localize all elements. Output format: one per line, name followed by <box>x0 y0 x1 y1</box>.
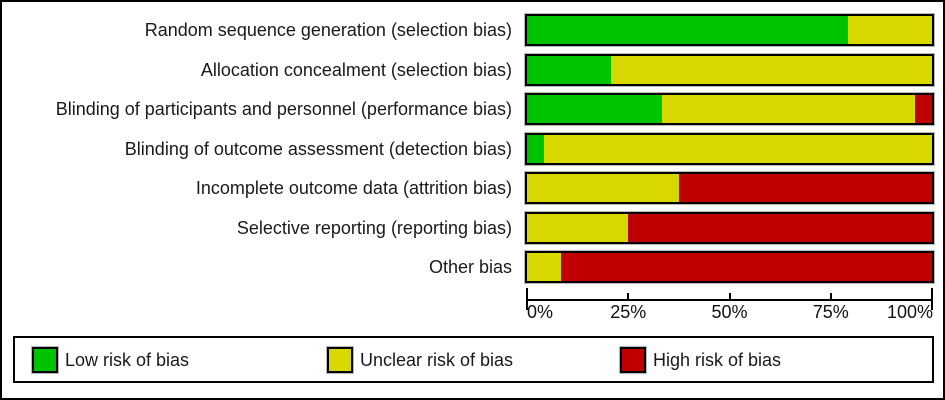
x-tick-label: 0% <box>527 302 554 322</box>
legend-label-low: Low risk of bias <box>65 349 190 370</box>
category-label: Selective reporting (reporting bias) <box>236 218 512 238</box>
category-label: Blinding of participants and personnel (… <box>55 99 512 119</box>
bar-segment-unclear <box>527 253 561 281</box>
x-tick-label: 75% <box>812 302 849 322</box>
low-risk-swatch <box>32 346 58 373</box>
category-label: Allocation concealment (selection bias) <box>200 60 512 80</box>
bar-segment-unclear <box>543 135 932 163</box>
x-axis-tick <box>931 288 933 310</box>
bar-segment-low <box>527 135 544 163</box>
bar-segment-unclear <box>661 95 916 123</box>
category-label: Other bias <box>428 257 512 277</box>
bar-row: Selective reporting (reporting bias) <box>2 212 943 244</box>
legend-item-unclear: Unclear risk of bias <box>327 338 513 381</box>
bar-segment-low <box>527 16 848 44</box>
unclear-risk-swatch <box>327 346 353 373</box>
x-axis-tick <box>627 293 630 301</box>
stacked-bar <box>525 212 934 244</box>
stacked-bar <box>525 133 934 165</box>
bar-segment-unclear <box>611 56 932 84</box>
bar-segment-high <box>915 95 932 123</box>
bar-segment-high <box>678 174 932 202</box>
bar-segment-high <box>560 253 932 281</box>
stacked-bar <box>525 54 934 86</box>
bar-row: Other bias <box>2 251 943 283</box>
stacked-bar <box>525 251 934 283</box>
category-label: Blinding of outcome assessment (detectio… <box>124 139 512 159</box>
bar-segment-low <box>527 95 662 123</box>
x-axis-tick <box>728 293 731 301</box>
legend-label-high: High risk of bias <box>653 349 782 370</box>
legend: Low risk of bias Unclear risk of bias Hi… <box>13 336 934 383</box>
x-tick-label: 100% <box>886 302 933 322</box>
stacked-bar <box>525 14 934 46</box>
stacked-bar <box>525 172 934 204</box>
x-tick-label: 25% <box>610 302 647 322</box>
category-label: Random sequence generation (selection bi… <box>144 20 512 40</box>
bar-segment-unclear <box>527 214 629 242</box>
legend-item-low: Low risk of bias <box>32 338 189 381</box>
x-axis-tick <box>526 288 528 310</box>
bar-segment-low <box>527 56 612 84</box>
legend-label-unclear: Unclear risk of bias <box>360 349 514 370</box>
bar-segment-unclear <box>527 174 679 202</box>
x-tick-label: 50% <box>711 302 748 322</box>
x-axis: 0% 25% 50% 75% 100% <box>526 288 933 324</box>
bar-segment-unclear <box>847 16 932 44</box>
legend-item-high: High risk of bias <box>620 338 781 381</box>
x-axis-tick <box>829 293 832 301</box>
stacked-bar <box>525 93 934 125</box>
bar-row: Incomplete outcome data (attrition bias) <box>2 172 943 204</box>
bar-row: Blinding of outcome assessment (detectio… <box>2 133 943 165</box>
bar-row: Blinding of participants and personnel (… <box>2 93 943 125</box>
bar-row: Allocation concealment (selection bias) <box>2 54 943 86</box>
high-risk-swatch <box>620 346 646 373</box>
category-label: Incomplete outcome data (attrition bias) <box>195 178 512 198</box>
bar-row: Random sequence generation (selection bi… <box>2 14 943 46</box>
bar-segment-high <box>628 214 932 242</box>
